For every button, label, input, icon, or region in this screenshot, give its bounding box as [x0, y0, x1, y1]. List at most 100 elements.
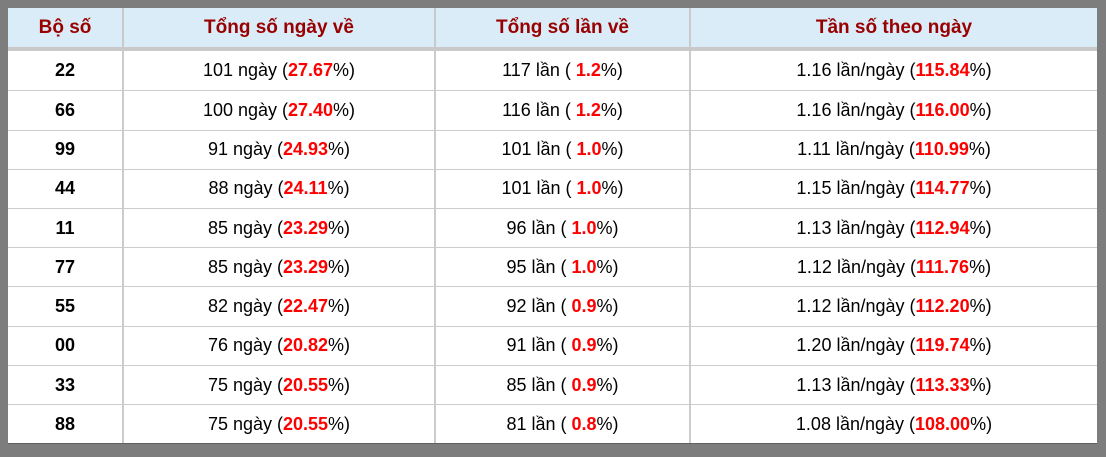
cell-times: 91 lần ( 0.9%): [434, 326, 690, 366]
cell-text: %): [601, 178, 624, 199]
cell-freq: 1.08 lần/ngày (108.00%): [689, 404, 1097, 443]
cell-text: 85 ngày (: [207, 217, 283, 238]
cell-percent-value: 24.11: [283, 178, 328, 199]
cell-times: 101 lần ( 1.0%): [434, 130, 690, 170]
cell-text: %): [969, 217, 992, 238]
cell-text: %): [596, 256, 619, 277]
cell-text: 76 ngày (: [207, 335, 283, 356]
cell-text: %): [333, 100, 356, 120]
cell-text: %): [969, 178, 992, 199]
cell-percent-value: 1.0: [576, 178, 602, 199]
cell-percent-value: 0.9: [571, 335, 597, 356]
cell-freq: 1.16 lần/ngày (116.00%): [689, 90, 1097, 131]
cell-days: 88 ngày (24.11%): [122, 169, 435, 210]
cell-text: 1.11 lần/ngày (: [797, 139, 915, 160]
table-row: 55 82 ngày (22.47%) 92 lần ( 0.9%) 1.12 lần…: [8, 286, 1097, 327]
cell-percent-value: 23.29: [283, 256, 329, 277]
cell-text: 1.12 lần/ngày (: [796, 296, 916, 317]
cell-text: %): [596, 413, 619, 434]
cell-freq: 1.15 lần/ngày (114.77%): [689, 169, 1097, 210]
cell-days: 100 ngày (27.40%): [122, 90, 435, 131]
cell-freq: 1.13 lần/ngày (113.33%): [689, 365, 1097, 406]
table-row: 00 76 ngày (20.82%) 91 lần ( 0.9%) 1.20 lần…: [8, 326, 1097, 366]
cell-text: 1.15 lần/ngày (: [796, 178, 916, 199]
cell-percent-value: 116.00: [915, 100, 970, 120]
cell-percent-value: 1.2: [575, 60, 601, 81]
cell-percent-value: 115.84: [915, 60, 970, 81]
cell-percent-value: 1.0: [571, 217, 597, 238]
cell-percent-value: 24.93: [283, 139, 329, 160]
cell-text: 1.20 lần/ngày (: [796, 335, 916, 356]
cell-freq: 1.13 lần/ngày (112.94%): [689, 208, 1097, 249]
cell-text: 101 lần (: [501, 178, 577, 199]
cell-times: 85 lần ( 0.9%): [434, 365, 690, 406]
table-row: 66 100 ngày (27.40%) 116 lần ( 1.2%) 1.16 l…: [8, 90, 1097, 131]
cell-text: 1.13 lần/ngày (: [796, 217, 916, 238]
cell-text: %): [328, 413, 351, 434]
cell-days: 91 ngày (24.93%): [122, 130, 435, 170]
cell-days: 82 ngày (22.47%): [122, 286, 435, 327]
cell-pair: 22: [8, 49, 123, 92]
cell-pair: 66: [8, 90, 123, 131]
cell-text: 88 ngày (: [208, 178, 284, 199]
cell-days: 75 ngày (20.55%): [122, 365, 435, 406]
cell-pair: 99: [8, 130, 123, 170]
cell-text: 1.16 lần/ngày (: [796, 60, 916, 81]
table-row: 99 91 ngày (24.93%) 101 lần ( 1.0%) 1.11 lầ…: [8, 130, 1097, 170]
cell-text: 1.08 lần/ngày (: [795, 413, 916, 434]
cell-text: 101 ngày (: [202, 60, 288, 81]
cell-pair: 11: [8, 208, 123, 249]
cell-days: 85 ngày (23.29%): [122, 247, 435, 288]
cell-percent-value: 0.9: [571, 374, 597, 395]
cell-percent-value: 20.82: [283, 335, 329, 356]
cell-text: %): [328, 256, 351, 277]
cell-percent-value: 113.33: [915, 374, 970, 395]
cell-text: 75 ngày (: [207, 413, 283, 434]
cell-freq: 1.12 lần/ngày (111.76%): [689, 247, 1097, 288]
cell-text: 100 ngày (: [202, 100, 288, 120]
cell-text: %): [969, 256, 992, 277]
cell-percent-value: 0.9: [571, 296, 597, 317]
cell-text: %): [600, 60, 623, 81]
cell-text: %): [969, 374, 992, 395]
cell-text: %): [969, 60, 992, 81]
cell-times: 81 lần ( 0.8%): [434, 404, 690, 443]
cell-freq: 1.16 lần/ngày (115.84%): [689, 49, 1097, 92]
cell-pair: 77: [8, 247, 123, 288]
cell-text: 85 ngày (: [207, 256, 283, 277]
cell-text: 95 lần (: [506, 256, 572, 277]
cell-text: %): [328, 139, 351, 160]
cell-text: 1.13 lần/ngày (: [796, 374, 916, 395]
cell-text: 101 lần (: [501, 139, 577, 160]
cell-text: 96 lần (: [506, 217, 572, 238]
cell-percent-value: 108.00: [915, 413, 971, 434]
cell-freq: 1.12 lần/ngày (112.20%): [689, 286, 1097, 327]
cell-pair: 00: [8, 326, 123, 366]
cell-percent-value: 20.55: [283, 374, 329, 395]
column-header-freq: Tần số theo ngày: [689, 8, 1097, 51]
cell-text: %): [328, 217, 351, 238]
cell-percent-value: 110.99: [914, 139, 969, 160]
cell-text: 75 ngày (: [207, 374, 283, 395]
cell-times: 95 lần ( 1.0%): [434, 247, 690, 288]
table-row: 11 85 ngày (23.29%) 96 lần ( 1.0%) 1.13 lần…: [8, 208, 1097, 249]
table-row: 77 85 ngày (23.29%) 95 lần ( 1.0%) 1.12 lần…: [8, 247, 1097, 288]
stats-table-header: Bộ số Tổng số ngày về Tổng số lần về Tần…: [8, 8, 1097, 51]
cell-text: %): [327, 178, 350, 199]
column-header-days: Tổng số ngày về: [122, 8, 435, 51]
cell-text: 85 lần (: [506, 374, 572, 395]
cell-days: 101 ngày (27.67%): [122, 49, 435, 92]
cell-percent-value: 27.40: [288, 100, 334, 120]
cell-text: %): [969, 296, 992, 317]
cell-percent-value: 112.20: [915, 296, 970, 317]
table-row: 88 75 ngày (20.55%) 81 lần ( 0.8%) 1.08 lần…: [8, 404, 1097, 443]
cell-text: %): [596, 335, 619, 356]
cell-percent-value: 119.74: [915, 335, 970, 356]
cell-text: %): [969, 335, 992, 356]
cell-text: 1.16 lần/ngày (: [796, 100, 916, 120]
cell-percent-value: 20.55: [283, 413, 329, 434]
cell-freq: 1.20 lần/ngày (119.74%): [689, 326, 1097, 366]
cell-text: %): [328, 296, 351, 317]
table-row: 44 88 ngày (24.11%) 101 lần ( 1.0%) 1.15 lầ…: [8, 169, 1097, 210]
table-row: 33 75 ngày (20.55%) 85 lần ( 0.9%) 1.13 lần…: [8, 365, 1097, 406]
